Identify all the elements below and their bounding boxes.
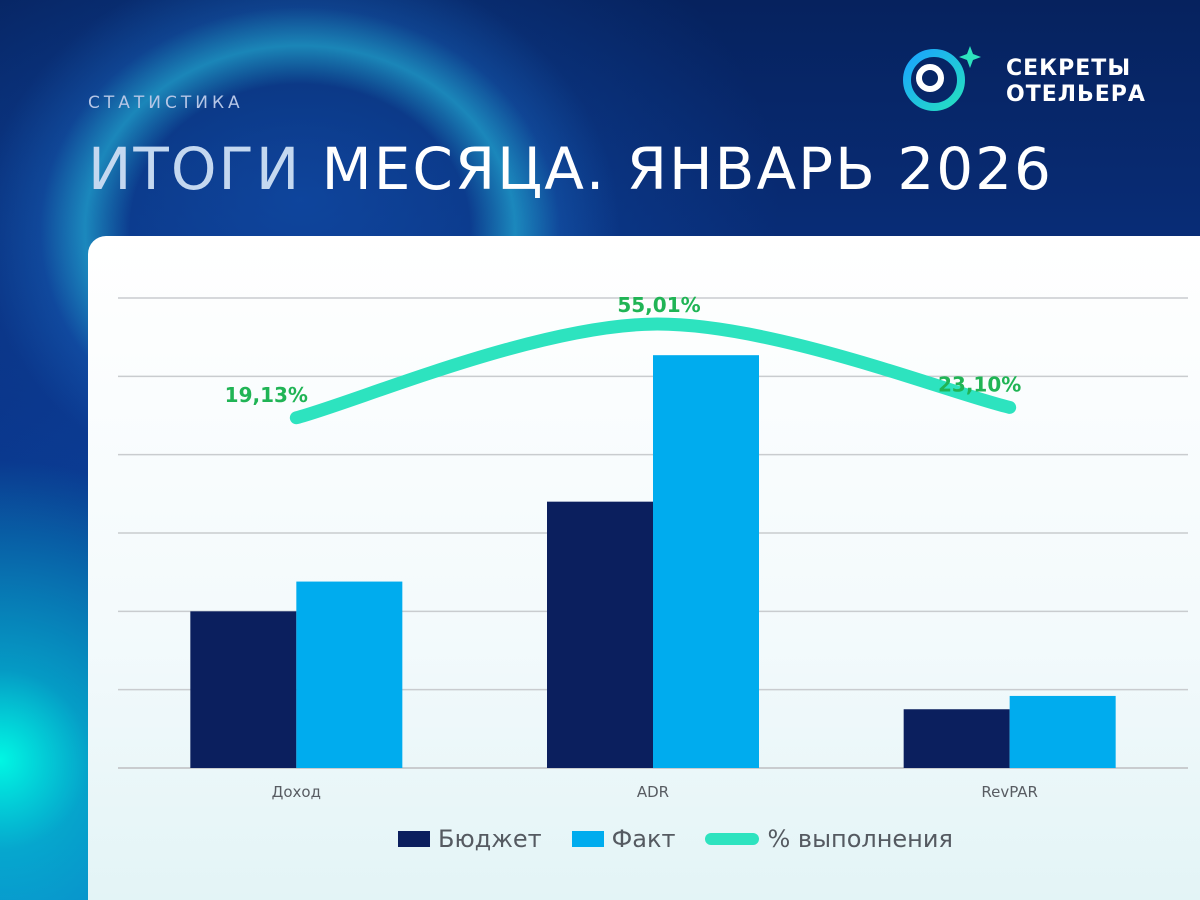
- legend-item-completion: % выполнения: [705, 825, 953, 853]
- x-tick-label: RevPAR: [981, 783, 1038, 801]
- legend: Бюджет Факт % выполнения: [398, 822, 953, 856]
- legend-swatch-budget: [398, 831, 430, 847]
- legend-item-fact: Факт: [571, 825, 676, 853]
- page-title: ИТОГИ МЕСЯЦА. ЯНВАРЬ 2026: [88, 135, 1053, 203]
- x-tick-label: Доход: [272, 783, 321, 801]
- x-tick-label: ADR: [637, 783, 669, 801]
- completion-data-label: 55,01%: [617, 293, 700, 317]
- x-tick-labels: Доход ADR RevPAR: [272, 783, 1038, 801]
- legend-item-budget: Бюджет: [398, 825, 542, 853]
- completion-line-path: [289, 317, 1017, 425]
- brand-name-line2: ОТЕЛЬЕРА: [1006, 82, 1146, 107]
- bar-adr-fact: [653, 355, 759, 768]
- brand-name-line1: СЕКРЕТЫ: [1006, 56, 1132, 81]
- bars: [190, 355, 1116, 768]
- legend-swatch-completion: [705, 833, 760, 845]
- bar-revpar-budget: [903, 709, 1010, 768]
- brand-logo: СЕКРЕТЫ ОТЕЛЬЕРА: [900, 40, 1150, 120]
- completion-line: 19,13% 55,01% 23,10%: [225, 293, 1021, 425]
- bar-доход-budget: [190, 611, 297, 768]
- section-label: СТАТИСТИКА: [88, 93, 244, 113]
- completion-data-label: 23,10%: [938, 372, 1021, 396]
- title-main-part: МЕСЯЦА. ЯНВАРЬ 2026: [321, 135, 1053, 203]
- completion-data-label: 19,13%: [225, 383, 308, 407]
- bar-revpar-fact: [1009, 695, 1116, 768]
- chart-panel: Доход ADR RevPAR 19,13% 55,01% 23,10% Бюджет…: [88, 236, 1200, 900]
- legend-label-budget: Бюджет: [438, 825, 542, 853]
- legend-label-completion: % выполнения: [767, 825, 953, 853]
- ring-with-sparkle-icon: [903, 46, 981, 111]
- chart-canvas: Доход ADR RevPAR 19,13% 55,01% 23,10%: [118, 293, 1188, 801]
- title-light-part: ИТОГИ: [88, 135, 302, 203]
- legend-label-fact: Факт: [611, 825, 676, 853]
- bar-adr-budget: [547, 501, 653, 768]
- bar-доход-fact: [296, 581, 403, 768]
- brand-name: СЕКРЕТЫ ОТЕЛЬЕРА: [1006, 56, 1146, 108]
- legend-swatch-fact: [571, 831, 604, 847]
